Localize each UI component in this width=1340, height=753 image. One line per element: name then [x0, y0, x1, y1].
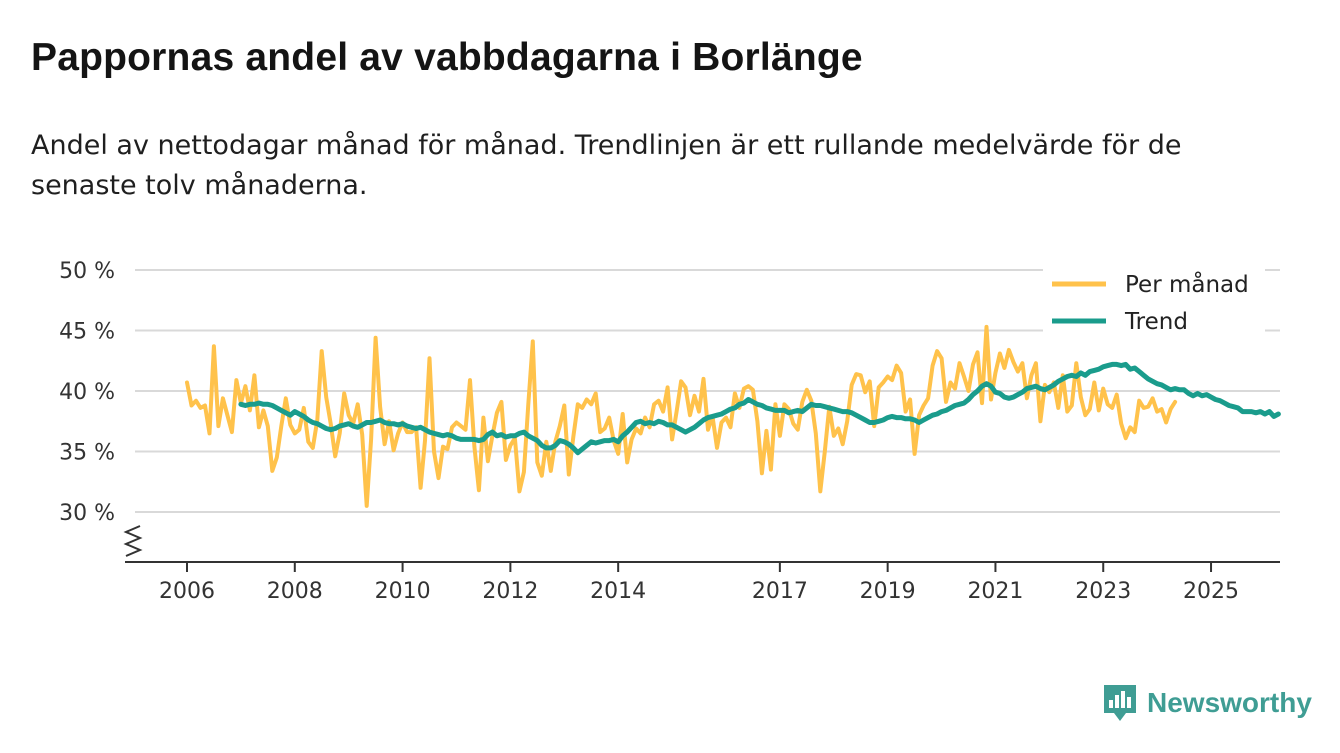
- x-tick-label-2025: 2025: [1183, 579, 1239, 604]
- x-tick-label-2012: 2012: [482, 579, 538, 604]
- x-tick-label-2021: 2021: [967, 579, 1023, 604]
- y-axis-labels: 30 % 35 % 40 % 45 % 50 %: [59, 259, 115, 526]
- legend-label-per-manad: Per månad: [1125, 270, 1249, 298]
- x-axis: [123, 525, 1280, 572]
- series-line-trend: [238, 361, 1281, 456]
- x-tick-label-2019: 2019: [860, 579, 916, 604]
- x-tick-label-2006: 2006: [159, 579, 215, 604]
- series-lines: [185, 324, 1281, 508]
- brand: Newsworthy: [1102, 683, 1312, 723]
- y-tick-label-30: 30 %: [59, 501, 115, 526]
- x-axis-labels: 2006 2008 2010 2012 2014 2017 2019 2021 2023 2025: [159, 579, 1239, 604]
- chart-subtitle: Andel av nettodagar månad för månad. Tre…: [31, 130, 1182, 201]
- x-tick-label-2023: 2023: [1075, 579, 1131, 604]
- y-tick-label-40: 40 %: [59, 380, 115, 405]
- x-tick-label-2010: 2010: [375, 579, 431, 604]
- newsworthy-logo-icon: [1104, 685, 1136, 721]
- x-tick-label-2008: 2008: [267, 579, 323, 604]
- y-tick-label-45: 45 %: [59, 320, 115, 345]
- y-tick-label-35: 35 %: [59, 441, 115, 466]
- x-tick-label-2014: 2014: [590, 579, 646, 604]
- chart-title: Pappornas andel av vabbdagarna i Borläng…: [31, 36, 863, 79]
- legend-label-trend: Trend: [1124, 309, 1188, 335]
- x-tick-label-2017: 2017: [752, 579, 808, 604]
- axis-break-icon: [123, 525, 143, 557]
- series-line-per-manad: [185, 324, 1178, 508]
- y-tick-label-50: 50 %: [59, 259, 115, 284]
- brand-name: Newsworthy: [1147, 687, 1312, 718]
- legend: Per månad Trend: [1043, 262, 1265, 335]
